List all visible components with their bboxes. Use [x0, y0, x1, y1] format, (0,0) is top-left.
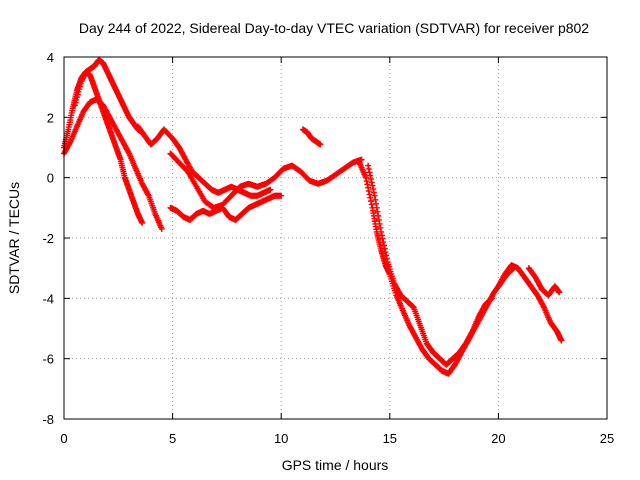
data-point [556, 289, 563, 296]
data-point [278, 192, 285, 199]
data-point [383, 255, 390, 262]
data-layer [61, 57, 565, 377]
x-tick-label: 0 [60, 431, 67, 446]
data-point [158, 225, 165, 232]
x-tick-layer: 0 5 10 15 20 25 [60, 57, 614, 446]
data-point [366, 191, 373, 198]
data-point [139, 219, 146, 226]
series-track-h-descent-a [356, 159, 517, 377]
data-point [373, 200, 380, 207]
data-point [317, 141, 324, 148]
y-tick-label: -8 [42, 412, 54, 427]
data-point [364, 181, 371, 188]
data-point [367, 172, 374, 179]
data-point [366, 169, 373, 176]
series-track-e-low-mid [167, 192, 285, 223]
data-point [375, 212, 382, 219]
y-tick-label: 2 [47, 110, 54, 125]
data-point [371, 192, 378, 199]
data-point [370, 186, 377, 193]
y-tick-label: 4 [47, 50, 54, 65]
x-tick-label: 5 [169, 431, 176, 446]
data-point [369, 182, 376, 189]
data-point [365, 162, 372, 169]
series-track-k-late [525, 265, 563, 299]
data-point [368, 179, 375, 186]
plot-frame [63, 56, 608, 420]
series-track-c [61, 96, 165, 232]
data-point [370, 189, 377, 196]
data-point [383, 252, 390, 259]
series-track-f-plateau [167, 150, 365, 211]
y-tick-label: -4 [42, 291, 54, 306]
x-tick-label: 10 [274, 431, 288, 446]
data-point [380, 239, 387, 246]
x-tick-label: 20 [491, 431, 505, 446]
data-point [365, 165, 372, 172]
y-axis-label: SDTVAR / TECUs [6, 182, 22, 294]
data-point [378, 232, 385, 239]
data-point [367, 176, 374, 183]
x-tick-label: 25 [600, 431, 614, 446]
data-point [267, 186, 274, 193]
data-point [363, 178, 370, 185]
series-track-j-recovery [495, 262, 565, 344]
y-tick-label: -2 [42, 231, 54, 246]
y-tick-label: 0 [47, 171, 54, 186]
data-point [367, 198, 374, 205]
data-point [376, 220, 383, 227]
data-point [381, 245, 388, 252]
series-track-g-isolated [299, 126, 324, 148]
data-point [367, 194, 374, 201]
grid-layer [64, 57, 607, 419]
series-track-a-early-peak [61, 69, 146, 226]
data-point [379, 235, 386, 242]
data-point [377, 224, 384, 231]
data-point [373, 204, 380, 211]
series-track-i-descent-b [365, 162, 495, 368]
data-point [382, 249, 389, 256]
data-point [378, 228, 385, 235]
data-point [362, 174, 369, 181]
chart-title: Day 244 of 2022, Sidereal Day-to-day VTE… [79, 20, 589, 36]
data-point [488, 295, 495, 302]
data-point [375, 216, 382, 223]
y-tick-label: -6 [42, 352, 54, 367]
data-point [365, 184, 372, 191]
data-point [374, 208, 381, 215]
data-point [358, 156, 365, 163]
x-axis-label: GPS time / hours [282, 457, 389, 473]
data-point [558, 337, 565, 344]
x-tick-label: 15 [383, 431, 397, 446]
data-point [365, 188, 372, 195]
data-point [372, 196, 379, 203]
data-point [381, 242, 388, 249]
